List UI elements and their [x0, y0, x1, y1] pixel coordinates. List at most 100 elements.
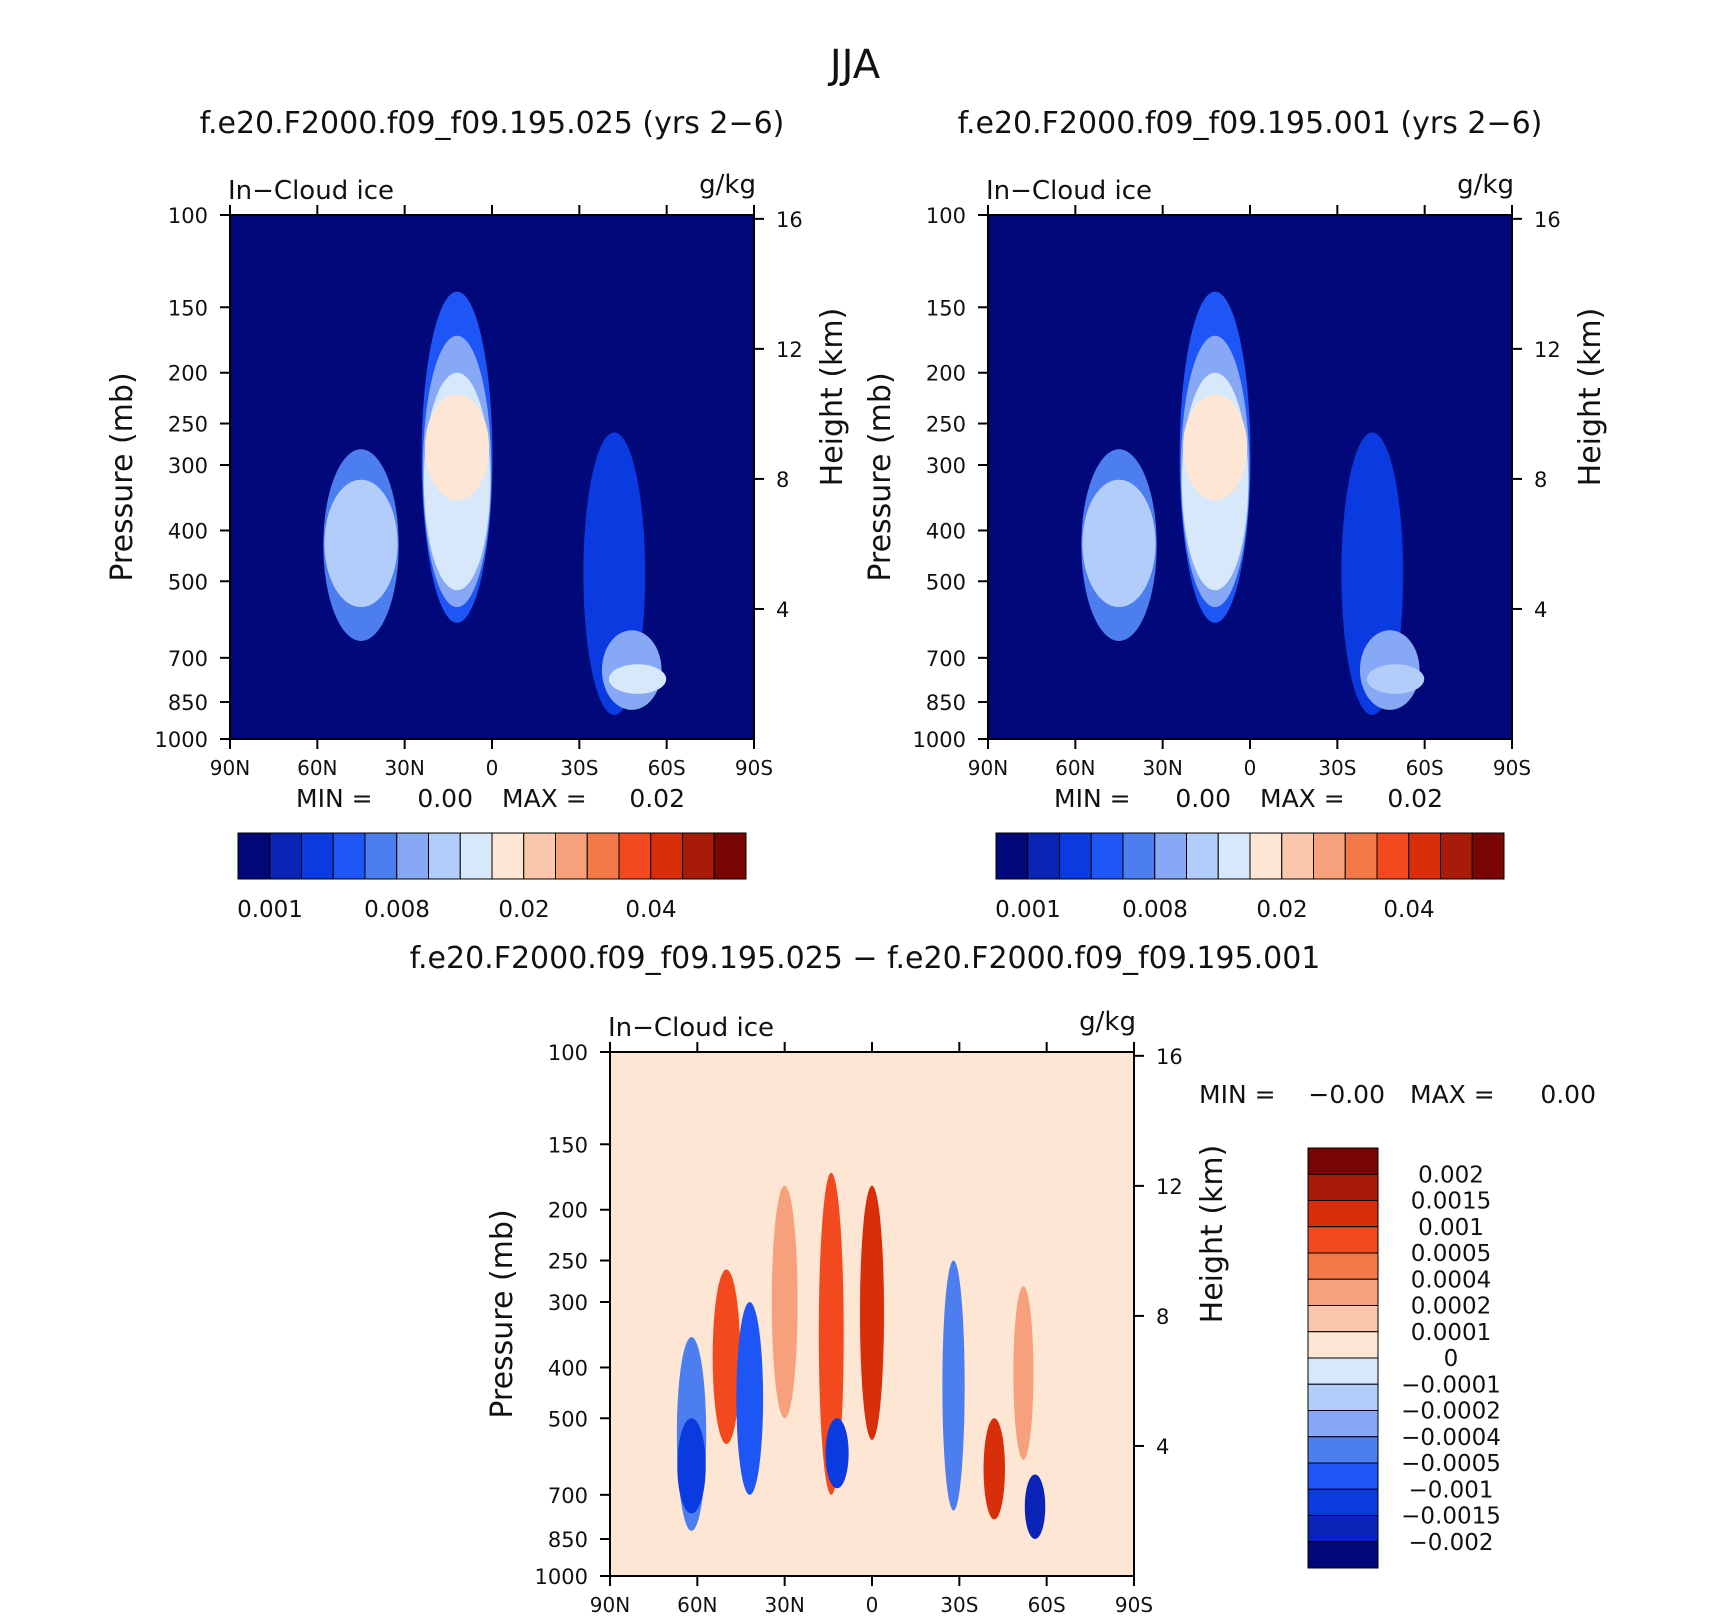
- y-tick-label: 500: [926, 570, 966, 594]
- x-tick-label: 90S: [1115, 1593, 1153, 1616]
- x-tick-label: 30S: [560, 756, 598, 780]
- units-label: g/kg: [699, 170, 756, 200]
- contour-region: [859, 1185, 885, 1440]
- colorbar-box: [713, 832, 747, 880]
- y-tick-label: 250: [548, 1250, 588, 1274]
- max-label: MAX =: [1260, 784, 1345, 813]
- colorbar-box: [1307, 1488, 1379, 1516]
- colorbar-label: 0.001: [1418, 1215, 1484, 1241]
- colorbar-box: [586, 832, 620, 880]
- colorbar-label: −0.002: [1408, 1530, 1493, 1556]
- colorbar-label: 0.0005: [1411, 1241, 1491, 1267]
- x-tick-label: 0: [866, 1593, 879, 1616]
- x-tick-label: 90N: [210, 756, 250, 780]
- variable-label: In−Cloud ice: [986, 176, 1152, 206]
- contour-field: [610, 1052, 1134, 1576]
- min-value: 0.00: [417, 784, 473, 813]
- colorbar-label: 0.0002: [1411, 1294, 1491, 1320]
- y-tick-label: 200: [926, 362, 966, 386]
- x-tick-label: 90S: [1493, 756, 1531, 780]
- x-tick-label: 30S: [940, 1593, 978, 1616]
- colorbar-box: [1307, 1226, 1379, 1254]
- contour-region: [825, 1418, 849, 1489]
- colorbar-label: −0.0002: [1401, 1399, 1501, 1425]
- colorbar-box: [1307, 1252, 1379, 1280]
- colorbar-box: [1307, 1383, 1379, 1411]
- colorbar-label: −0.0001: [1401, 1372, 1501, 1398]
- y-tick-label: 400: [168, 519, 208, 543]
- colorbar-label: −0.001: [1408, 1477, 1493, 1503]
- variable-label: In−Cloud ice: [608, 1013, 774, 1043]
- y-tick-label: 100: [168, 204, 208, 228]
- colorbar-box: [1307, 1278, 1379, 1306]
- colorbar-box: [523, 832, 556, 880]
- y-right-tick-label: 16: [1156, 1045, 1183, 1069]
- min-label: MIN =: [1199, 1080, 1276, 1109]
- contour-region: [736, 1302, 764, 1495]
- min-label: MIN =: [1054, 784, 1131, 813]
- colorbar-box: [1217, 832, 1251, 880]
- colorbar-box: [1307, 1436, 1379, 1464]
- x-tick-label: 30N: [764, 1593, 804, 1616]
- units-label: g/kg: [1079, 1007, 1136, 1037]
- colorbar-box: [428, 832, 461, 880]
- min-value: 0.00: [1175, 784, 1231, 813]
- colorbar: 0.001 0.008 0.02 0.04: [237, 832, 747, 923]
- y-right-tick-label: 8: [776, 468, 789, 492]
- colorbar-box: [1307, 1462, 1379, 1490]
- colorbar-label: 0.001: [237, 897, 303, 923]
- y-axis-label: Pressure (mb): [105, 372, 140, 581]
- max-value: 0.02: [1387, 784, 1443, 813]
- contour-field: [988, 215, 1512, 739]
- contour-field: [230, 215, 754, 739]
- y-tick-label: 400: [926, 519, 966, 543]
- colorbar-box: [396, 832, 429, 880]
- x-tick-label: 60S: [648, 756, 686, 780]
- colorbar-box: [1307, 1331, 1379, 1359]
- y-tick-label: 200: [548, 1199, 588, 1223]
- y-right-tick-label: 12: [1156, 1175, 1183, 1199]
- y-axis-right-label: Height (km): [1195, 1145, 1230, 1324]
- colorbar-box: [682, 832, 715, 880]
- panel-title: f.e20.F2000.f09_f09.195.025 (yrs 2−6): [200, 106, 785, 141]
- colorbar-box: [1090, 832, 1124, 880]
- contour-region: [712, 1269, 741, 1445]
- x-tick-label: 60N: [677, 1593, 717, 1616]
- y-tick-label: 150: [168, 296, 208, 320]
- colorbar-box: [995, 832, 1029, 880]
- max-label: MAX =: [1410, 1080, 1495, 1109]
- colorbar-box: [1122, 832, 1156, 880]
- colorbar-box: [1154, 832, 1187, 880]
- colorbar-box: [1471, 832, 1505, 880]
- variable-label: In−Cloud ice: [228, 176, 394, 206]
- colorbar-label: 0.002: [1418, 1162, 1484, 1188]
- y-tick-label: 1000: [913, 728, 966, 752]
- y-right-tick-label: 4: [1156, 1435, 1169, 1459]
- colorbar-label: −0.0005: [1401, 1451, 1501, 1477]
- y-right-tick-label: 16: [776, 208, 803, 232]
- y-tick-label: 300: [926, 454, 966, 478]
- colorbar-box: [332, 832, 366, 880]
- colorbar: 0.001 0.008 0.02 0.04: [995, 832, 1505, 923]
- colorbar-box: [491, 832, 525, 880]
- units-label: g/kg: [1457, 170, 1514, 200]
- y-right-tick-label: 12: [776, 338, 803, 362]
- y-tick-label: 300: [168, 454, 208, 478]
- contour-region: [608, 664, 667, 694]
- colorbar-box: [1376, 832, 1410, 880]
- x-tick-label: 0: [486, 756, 499, 780]
- figure-title: JJA: [827, 42, 881, 88]
- colorbar-box: [618, 832, 652, 880]
- y-tick-label: 500: [548, 1407, 588, 1431]
- colorbar-box: [1027, 832, 1060, 880]
- max-value: 0.02: [629, 784, 685, 813]
- x-tick-label: 30N: [384, 756, 424, 780]
- y-tick-label: 500: [168, 570, 208, 594]
- y-tick-label: 700: [168, 647, 208, 671]
- y-axis-right-label: Height (km): [1573, 308, 1608, 487]
- colorbar-label: 0.008: [364, 897, 430, 923]
- colorbar-label: −0.0004: [1401, 1425, 1501, 1451]
- colorbar-box: [1307, 1173, 1379, 1201]
- colorbar-box: [1186, 832, 1219, 880]
